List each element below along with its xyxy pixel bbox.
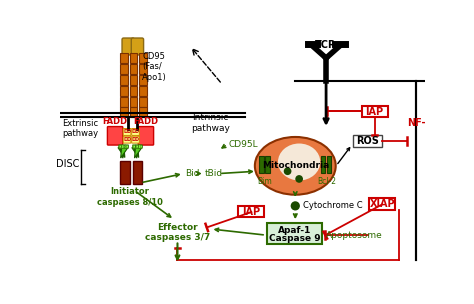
Text: D: D [122, 145, 125, 149]
Text: Mitochondria: Mitochondria [262, 161, 329, 170]
Text: Bcl-2: Bcl-2 [318, 177, 337, 186]
Bar [327, 156, 331, 173]
Text: Bid: Bid [185, 169, 200, 178]
Polygon shape [120, 147, 126, 158]
Bar [120, 54, 128, 64]
Bar [130, 54, 137, 64]
Text: XIAP: XIAP [369, 199, 395, 209]
Polygon shape [132, 146, 139, 157]
Text: TCR: TCR [315, 40, 337, 50]
Bar [238, 206, 264, 217]
Bar [259, 156, 264, 173]
Text: Cytochrome C: Cytochrome C [303, 201, 363, 210]
FancyBboxPatch shape [118, 145, 122, 148]
Bar [130, 97, 137, 106]
Text: DISC: DISC [56, 158, 80, 168]
FancyBboxPatch shape [131, 38, 144, 55]
Bar [369, 198, 395, 210]
Text: Effector
caspases 3/7: Effector caspases 3/7 [145, 223, 210, 242]
Bar [353, 135, 383, 147]
Bar [265, 156, 270, 173]
Text: IAP: IAP [365, 107, 383, 116]
Text: DD: DD [123, 137, 131, 142]
Text: DD: DD [123, 130, 131, 134]
Bar [133, 161, 142, 184]
Text: NF-: NF- [407, 118, 426, 128]
Bar [120, 97, 128, 106]
FancyBboxPatch shape [123, 129, 131, 135]
Text: D: D [133, 145, 136, 149]
Bar [120, 86, 128, 96]
Text: Apaf-1: Apaf-1 [278, 226, 311, 235]
Bar [130, 75, 137, 85]
Text: DD: DD [131, 137, 139, 142]
Text: CD95L: CD95L [228, 140, 258, 149]
Text: D: D [139, 145, 142, 149]
Bar [120, 64, 128, 74]
Circle shape [295, 175, 303, 183]
Bar [120, 107, 128, 117]
FancyBboxPatch shape [139, 145, 142, 148]
Text: FADD: FADD [102, 117, 128, 126]
Text: DD: DD [131, 130, 139, 134]
Text: Caspase 9: Caspase 9 [269, 234, 320, 243]
Bar [130, 107, 137, 117]
FancyBboxPatch shape [125, 145, 128, 148]
Circle shape [284, 168, 292, 175]
Text: FADD: FADD [133, 117, 158, 126]
Text: Extrinsic
pathway: Extrinsic pathway [62, 119, 98, 138]
Text: Initiator
caspases 8/10: Initiator caspases 8/10 [97, 187, 163, 207]
FancyBboxPatch shape [133, 145, 136, 148]
Circle shape [291, 201, 300, 210]
Bar [139, 75, 146, 85]
Bar [130, 64, 137, 74]
FancyBboxPatch shape [136, 145, 139, 148]
Text: IAP: IAP [242, 207, 260, 217]
Polygon shape [135, 146, 141, 158]
Bar [120, 75, 128, 85]
Text: Apoptosome: Apoptosome [326, 231, 383, 240]
Text: Bim: Bim [257, 177, 272, 186]
Ellipse shape [255, 137, 336, 195]
Text: ROS: ROS [356, 136, 379, 146]
Bar [362, 106, 388, 117]
FancyBboxPatch shape [132, 136, 139, 143]
Bar [139, 107, 146, 117]
Polygon shape [134, 147, 140, 158]
Text: CD95
(Fas/
Apo1): CD95 (Fas/ Apo1) [142, 52, 167, 82]
Text: D: D [136, 145, 139, 149]
Polygon shape [118, 146, 125, 157]
Text: Intrinsic
pathway: Intrinsic pathway [191, 113, 230, 133]
Polygon shape [121, 146, 128, 158]
Bar [139, 64, 146, 74]
Bar [130, 86, 137, 96]
Bar [139, 54, 146, 64]
Bar [321, 156, 325, 173]
FancyBboxPatch shape [122, 145, 125, 148]
Text: tBid: tBid [205, 169, 223, 178]
Text: D: D [119, 145, 122, 149]
FancyBboxPatch shape [132, 129, 139, 135]
Bar [267, 223, 322, 244]
FancyBboxPatch shape [122, 38, 134, 55]
FancyBboxPatch shape [123, 136, 131, 143]
Text: D: D [125, 145, 128, 149]
FancyBboxPatch shape [138, 126, 154, 145]
FancyBboxPatch shape [108, 126, 123, 145]
Bar [120, 161, 130, 184]
Bar [139, 97, 146, 106]
Ellipse shape [278, 143, 320, 181]
Bar [139, 86, 146, 96]
